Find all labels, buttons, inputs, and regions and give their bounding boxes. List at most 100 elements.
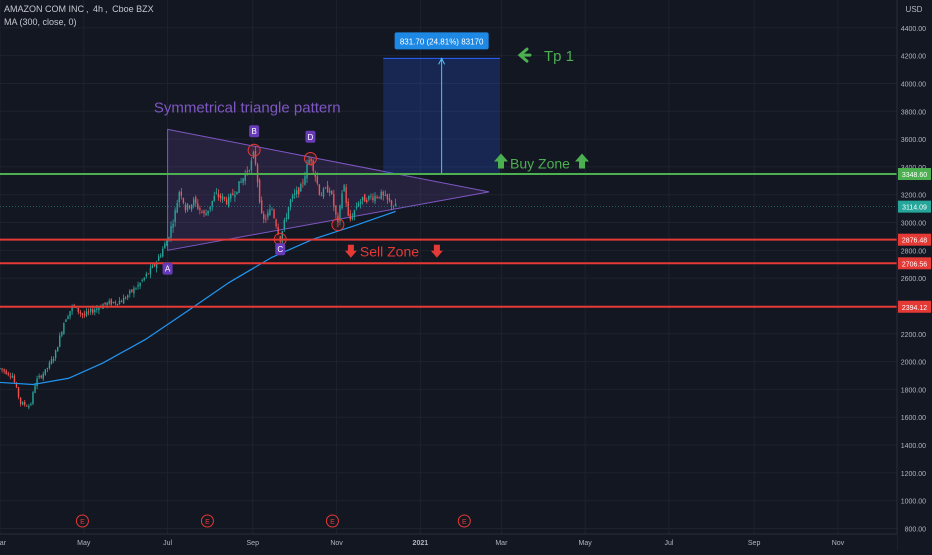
earnings-circle — [325, 514, 339, 528]
candle-body — [135, 288, 137, 290]
candle — [77, 307, 79, 315]
candle — [275, 218, 277, 229]
candle — [63, 322, 65, 335]
price-badge-label: 2706.56 — [902, 261, 927, 268]
indicator-legend[interactable]: MA (300, close, 0) — [4, 17, 79, 27]
price-tick-label: 800.00 — [905, 526, 927, 533]
symbol-name: AMAZON COM INC — [4, 4, 84, 14]
candle-body — [59, 335, 61, 347]
candle — [147, 273, 150, 275]
candle-body — [24, 402, 26, 405]
candle-body — [5, 370, 7, 374]
candle — [265, 214, 267, 223]
price-badge-label: 2394.12 — [902, 305, 927, 312]
candle-body — [190, 204, 193, 210]
candle — [172, 219, 174, 233]
candle-body — [1, 368, 3, 370]
candle-body — [207, 210, 209, 214]
pattern-point-label: A — [165, 265, 171, 274]
candle-body — [116, 303, 119, 305]
candle — [197, 199, 199, 210]
candle-body — [145, 274, 147, 277]
candle — [54, 349, 57, 361]
candle — [378, 196, 380, 199]
earnings-label: E — [205, 519, 210, 526]
candle-body — [359, 201, 362, 204]
horizontal-lines — [0, 173, 897, 308]
candle — [149, 264, 152, 279]
candle — [65, 318, 67, 322]
candle — [30, 402, 32, 407]
candle — [215, 187, 218, 195]
candle — [203, 209, 205, 218]
candle-body — [271, 209, 273, 210]
candle — [333, 189, 335, 212]
candle — [388, 193, 391, 203]
candle-body — [328, 190, 331, 193]
candle — [366, 197, 368, 204]
earnings-circle — [75, 514, 89, 528]
candle — [283, 217, 286, 232]
candle — [59, 332, 61, 348]
candle-body — [0, 368, 1, 370]
candle — [232, 188, 234, 196]
candle-body — [170, 226, 172, 238]
candle-body — [361, 196, 364, 201]
candle — [236, 191, 238, 196]
pattern-point-c: C — [275, 243, 286, 256]
time-tick-label: Sep — [247, 540, 260, 547]
candle — [3, 368, 5, 374]
ma-layer — [0, 210, 396, 386]
pattern-point-badge — [162, 262, 173, 275]
candle — [42, 371, 44, 381]
candle-body — [174, 210, 176, 222]
candle — [164, 241, 166, 249]
time-tick-label: 2021 — [413, 540, 429, 547]
candle — [118, 297, 121, 305]
candle — [372, 193, 374, 203]
candle — [273, 208, 275, 219]
candle-body — [92, 309, 94, 313]
candle — [384, 190, 387, 197]
candle — [5, 369, 7, 375]
candle — [252, 150, 255, 159]
candle-body — [124, 297, 127, 299]
candle — [368, 195, 370, 202]
candle-body — [283, 219, 286, 230]
candle-body — [382, 191, 384, 196]
candle — [114, 300, 117, 306]
candle — [289, 198, 292, 211]
candle-body — [234, 194, 236, 198]
price-tick-label: 3600.00 — [901, 137, 926, 144]
candle — [357, 201, 360, 208]
candle — [318, 183, 321, 196]
candle-body — [232, 193, 234, 196]
candle-body — [376, 197, 378, 198]
pattern-point-badge — [275, 243, 286, 256]
candle — [46, 367, 49, 373]
candle-body — [341, 193, 343, 209]
candle-body — [104, 302, 106, 305]
candle-body — [281, 231, 283, 243]
candle-body — [217, 193, 220, 198]
candle-body — [394, 203, 397, 207]
candle-body — [298, 187, 300, 195]
candle-body — [374, 195, 376, 202]
candle-body — [351, 217, 354, 220]
candle — [386, 193, 389, 204]
candle-body — [114, 301, 117, 304]
tp1-label: Tp 1 — [544, 48, 574, 65]
price-badge: 2394.12 — [898, 300, 931, 313]
candle — [376, 195, 378, 199]
candle-body — [219, 195, 222, 199]
candle — [302, 178, 304, 188]
candle-body — [211, 200, 213, 207]
candle — [326, 180, 329, 193]
candle-body — [331, 191, 333, 194]
candle — [61, 331, 63, 338]
grid — [0, 0, 897, 534]
price-axis-bg — [897, 0, 932, 550]
candle — [192, 196, 195, 209]
